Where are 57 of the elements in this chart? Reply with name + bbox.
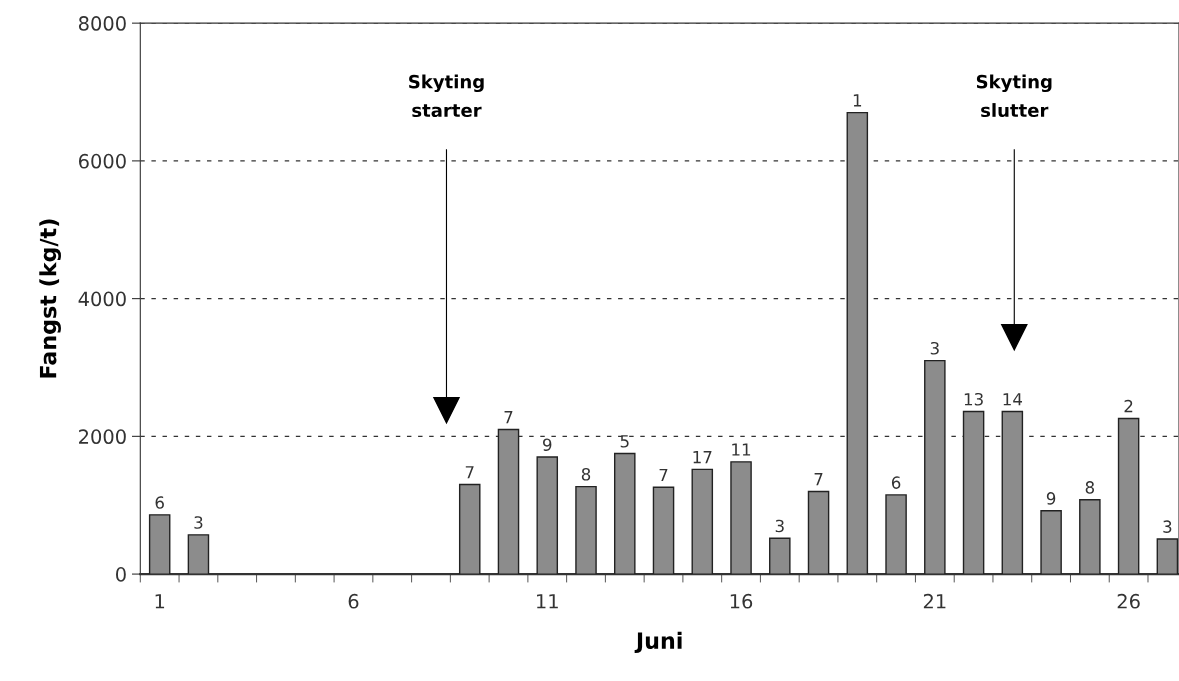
bar (497, 428, 520, 575)
bar (924, 359, 946, 575)
annotation: 7 (504, 411, 513, 424)
bar (575, 485, 597, 575)
bar (730, 461, 752, 575)
x-tick-label: 11 (537, 594, 558, 609)
annotation: 1 (853, 94, 862, 107)
ref-line-label: Skyting slutter (976, 74, 1052, 118)
bar (691, 468, 714, 575)
bar (1156, 538, 1179, 575)
bar (1001, 410, 1024, 575)
bar (613, 452, 636, 575)
annotation: 6 (155, 496, 164, 509)
annotation: 17 (693, 451, 712, 464)
bar (885, 494, 907, 575)
bar (187, 534, 210, 575)
y-tick-label: 0 (116, 567, 126, 582)
annotation: 3 (194, 516, 203, 529)
annotation: 3 (930, 341, 939, 355)
annotation: 3 (1163, 520, 1172, 533)
x-tick-label: 1 (155, 594, 165, 609)
bar (536, 456, 559, 575)
bar (846, 111, 869, 575)
annotation: 6 (891, 476, 901, 489)
bar (1117, 417, 1140, 575)
bar (962, 410, 985, 575)
x-tick-label: 6 (348, 593, 359, 609)
annotation: 7 (814, 473, 823, 486)
annotation: 8 (581, 468, 591, 481)
annotation: 14 (1003, 393, 1023, 406)
bar (652, 486, 675, 575)
ref-line-label: Skyting starter (409, 74, 484, 118)
annotation: 7 (465, 466, 474, 479)
bar (458, 483, 481, 575)
y-axis-title: Fangst (kg/t) (39, 219, 61, 378)
y-tick-label: 4000 (78, 291, 126, 307)
x-tick-label: 21 (923, 593, 946, 609)
y-tick-label: 6000 (78, 153, 126, 169)
annotation: 9 (543, 438, 552, 451)
annotation: 5 (620, 435, 629, 448)
bar (1079, 499, 1101, 575)
bar (1040, 510, 1062, 575)
annotation: 11 (732, 443, 751, 456)
bar (807, 490, 830, 575)
annotation: 8 (1085, 481, 1095, 494)
bar (769, 537, 791, 575)
x-tick-label: 26 (1117, 593, 1140, 609)
y-tick-label: 8000 (78, 16, 126, 31)
annotation: 2 (1124, 399, 1133, 413)
annotation: 7 (659, 468, 668, 482)
annotation: 3 (775, 519, 784, 533)
y-tick-label: 2000 (79, 429, 126, 445)
annotation: 9 (1046, 492, 1056, 505)
x-axis-title: Juni (634, 631, 682, 654)
annotation: 13 (964, 392, 983, 406)
bar (148, 514, 171, 575)
x-tick-label: 16 (730, 593, 753, 609)
